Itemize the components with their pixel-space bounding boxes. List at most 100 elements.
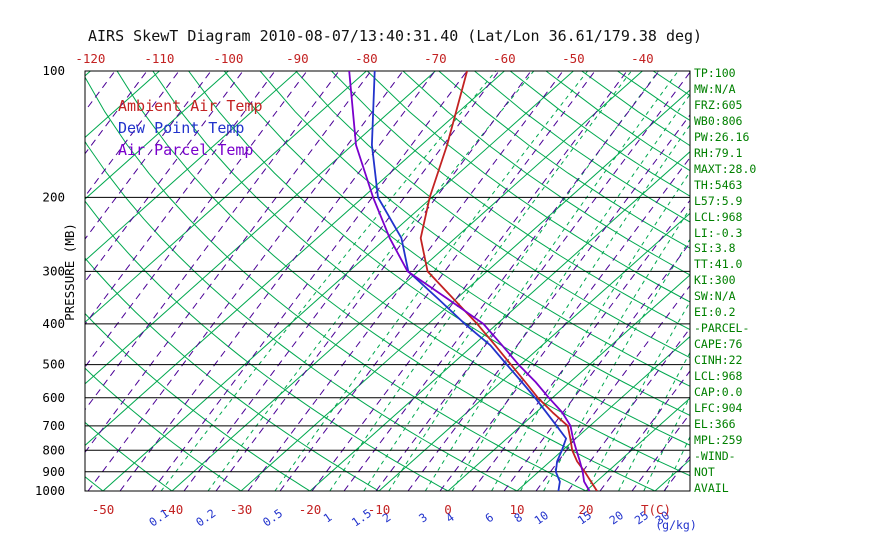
moist-adiabat-line — [247, 71, 564, 491]
stat-line: CAPE:76 — [694, 337, 743, 352]
top-temp-tick-label: -70 — [424, 51, 447, 66]
stat-line: CINH:22 — [694, 353, 743, 368]
moist-adiabat-line — [471, 199, 690, 491]
stat-line: WB0:806 — [694, 113, 743, 128]
moist-adiabat-line — [0, 71, 19, 491]
mixing-ratio-tick-label: 0.5 — [260, 506, 285, 529]
stat-line: LCL:968 — [694, 369, 743, 384]
isotherm-line — [309, 151, 690, 491]
stat-line: EL:366 — [694, 416, 736, 431]
mixing-ratio-line — [424, 93, 690, 491]
isotherm-line — [654, 459, 690, 491]
top-temp-tick-label: -60 — [493, 51, 516, 66]
stat-line: RH:79.1 — [694, 145, 743, 160]
mixing-ratio-tick-label: 4 — [443, 510, 457, 525]
isotherm-line — [85, 71, 505, 447]
mixing-ratio-line — [618, 351, 690, 491]
stat-line: SI:3.8 — [694, 241, 736, 256]
mixing-ratio-line — [388, 71, 679, 491]
isotherm-line — [516, 335, 690, 491]
chart-title: AIRS SkewT Diagram 2010-08-07/13:40:31.4… — [88, 27, 703, 45]
mixing-ratio-tick-label: 2 — [380, 510, 394, 525]
mixing-ratio-line — [363, 71, 659, 491]
mixing-ratio-line — [491, 171, 690, 491]
bottom-temp-tick-label: 20 — [578, 502, 593, 517]
moist-adiabat-line — [87, 71, 404, 491]
moist-adiabat-line — [567, 327, 690, 491]
dry-adiabat-line — [366, 71, 690, 303]
stat-line: LI:-0.3 — [694, 225, 743, 240]
stat-line: TH:5463 — [694, 177, 743, 192]
dry-adiabat-line — [652, 71, 690, 97]
dry-adiabat-line — [85, 312, 311, 491]
bottom-temp-tick-label: -50 — [92, 502, 115, 517]
moist-adiabat-line — [151, 71, 468, 491]
mixing-ratio-tick-label: 20 — [607, 508, 626, 527]
moist-adiabat-line — [343, 71, 660, 491]
bottom-temp-tick-label: -10 — [368, 502, 391, 517]
moist-adiabat-line — [85, 71, 148, 155]
moist-adiabat-line — [183, 71, 500, 491]
mixing-ratio-line — [451, 124, 690, 491]
mixing-ratio-tick-label: 25 — [632, 508, 651, 527]
moist-adiabat-line — [503, 242, 690, 491]
isotherm-line — [585, 397, 690, 491]
mixing-ratio-line — [664, 435, 690, 491]
moist-adiabat-line — [599, 370, 690, 491]
dry-adiabat-line — [116, 71, 656, 491]
dry-adiabat-line — [402, 71, 690, 276]
mixing-ratio-unit-label: (g/kg) — [655, 518, 697, 532]
mixing-ratio-tick-label: 0.2 — [193, 506, 218, 529]
mixing-ratio-line — [274, 71, 588, 491]
isotherm-line — [793, 71, 870, 491]
mixing-ratio-tick-label: 3 — [416, 510, 430, 525]
dry-adiabat-line — [0, 71, 34, 491]
moist-adiabat-line — [375, 71, 690, 491]
pressure-tick-label: 400 — [42, 316, 65, 331]
mixing-ratio-tick-label: 6 — [482, 510, 496, 525]
moist-adiabat-line — [85, 71, 308, 368]
stat-line: MPL:259 — [694, 432, 743, 447]
mixing-ratio-line — [543, 238, 690, 491]
mixing-ratio-tick-label: 15 — [575, 508, 594, 527]
legend: Ambient Air Temp Dew Point Temp Air Parc… — [118, 95, 263, 161]
bottom-temp-tick-label: 0 — [444, 502, 452, 517]
mixing-ratio-line — [643, 395, 690, 491]
moist-adiabat-line — [279, 71, 596, 491]
stat-line: MAXT:28.0 — [694, 161, 757, 176]
dry-adiabat-line — [223, 71, 690, 416]
dew-point-curve — [370, 71, 567, 491]
dry-adiabat-line — [295, 71, 690, 359]
moist-adiabat-line — [85, 71, 372, 454]
stat-line: TT:41.0 — [694, 257, 743, 272]
plot-frame — [84, 70, 691, 492]
mixing-ratio-line — [329, 71, 632, 491]
stat-line: MW:N/A — [694, 81, 736, 96]
stat-line: TP:100 — [694, 66, 736, 80]
pressure-tick-label: 100 — [42, 63, 65, 78]
stat-line: SW:N/A — [694, 289, 736, 304]
top-temp-tick-label: -100 — [213, 51, 243, 66]
isotherm-line — [85, 71, 436, 385]
stat-line: CAP:0.0 — [694, 385, 743, 400]
mixing-ratio-line — [207, 71, 535, 491]
isotherm-line — [85, 71, 367, 323]
pressure-axis: 100 200 300 400 500 600 700 800 900 1000 PRESSURE … — [35, 63, 691, 498]
pressure-tick-label: 600 — [42, 390, 65, 405]
moist-adiabat-line — [85, 71, 180, 198]
stats-panel: TP:100 MW:N/A FRZ:605 WB0:806 PW:26.16 RH:79.… — [694, 66, 756, 497]
isotherm-line — [102, 71, 574, 491]
temp-unit-label: T(C) — [641, 502, 671, 517]
stat-line: LCL:968 — [694, 209, 743, 224]
dry-adiabat-line — [188, 71, 690, 446]
mixing-ratio-tick-label: 30 — [653, 508, 672, 527]
dry-adiabat-line — [152, 71, 690, 477]
stat-line: L57:5.9 — [694, 193, 743, 208]
top-temp-tick-label: -110 — [144, 51, 174, 66]
dry-adiabat-line — [331, 71, 690, 331]
moist-adiabat-line — [85, 71, 340, 411]
dry-adiabat-line — [259, 71, 690, 387]
bottom-temp-tick-label: 10 — [509, 502, 524, 517]
